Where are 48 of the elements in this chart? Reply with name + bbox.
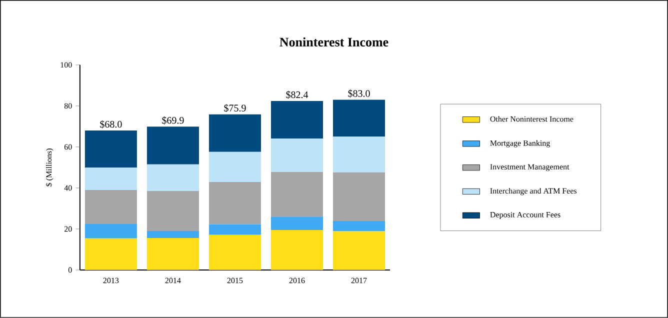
- chart-title: Noninterest Income: [280, 37, 388, 47]
- bar: [146, 164, 199, 192]
- legend-label: Other Noninterest Income: [490, 116, 574, 122]
- y-tick-label: 100: [60, 62, 72, 68]
- x-tick-label: 2015: [227, 278, 243, 284]
- x-tick-label: 2016: [289, 278, 305, 284]
- bar: [146, 126, 199, 164]
- bar: [146, 231, 199, 238]
- y-tick-label: 40: [64, 185, 72, 191]
- bar: [208, 234, 261, 270]
- bar: [208, 182, 261, 224]
- bar: [332, 231, 386, 270]
- bar: [84, 224, 137, 238]
- bar: [270, 138, 323, 172]
- y-tick-label: 20: [64, 226, 72, 232]
- bar: [208, 114, 261, 152]
- bar: [332, 221, 386, 232]
- total-label: $68.0: [100, 120, 122, 128]
- x-tick-label: 2017: [351, 278, 367, 284]
- total-label: $83.0: [348, 90, 370, 98]
- bar: [84, 168, 137, 190]
- bar: [84, 130, 137, 168]
- total-label: $82.4: [286, 90, 308, 99]
- total-label: $69.9: [162, 116, 184, 124]
- x-tick-label: 2014: [165, 278, 181, 284]
- bar: [332, 136, 386, 172]
- bar: [146, 191, 199, 232]
- bar: [270, 172, 323, 217]
- bar: [270, 216, 323, 230]
- bar: [270, 230, 323, 270]
- bar: [270, 101, 323, 139]
- x-tick-label: 2013: [103, 278, 119, 284]
- bar: [84, 238, 137, 270]
- y-tick-label: 60: [64, 144, 72, 150]
- total-label: $75.9: [224, 104, 246, 112]
- y-tick-label: 80: [64, 103, 72, 109]
- legend-label: Interchange and ATM Fees: [490, 188, 577, 196]
- bar: [332, 172, 386, 222]
- bar: [332, 100, 386, 137]
- bar: [208, 152, 261, 182]
- bar: [208, 224, 261, 235]
- legend-label: Mortgage Banking: [490, 140, 550, 148]
- y-tick-label: 0: [68, 267, 72, 273]
- y-axis-title: $ (Millions): [46, 148, 54, 186]
- legend-label: Deposit Account Fees: [490, 212, 560, 220]
- bar: [84, 190, 137, 224]
- bar: [146, 238, 199, 270]
- legend-label: Investment Management: [490, 164, 570, 172]
